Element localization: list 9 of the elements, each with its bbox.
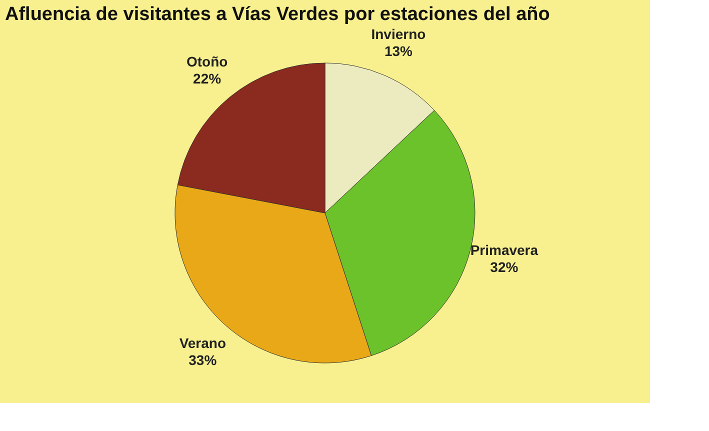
- data-label: 33%: [188, 352, 218, 368]
- slice-label: Invierno: [371, 26, 426, 42]
- data-label: 13%: [384, 43, 414, 60]
- data-label: 22%: [193, 70, 222, 86]
- data-label: 32%: [490, 259, 519, 276]
- slice-label: Verano: [179, 334, 226, 351]
- slice-label: Primavera: [470, 242, 538, 258]
- chart-title: Afluencia de visitantes a Vías Verdes por estaciones del año: [5, 4, 550, 25]
- slice-label: Otoño: [186, 53, 228, 70]
